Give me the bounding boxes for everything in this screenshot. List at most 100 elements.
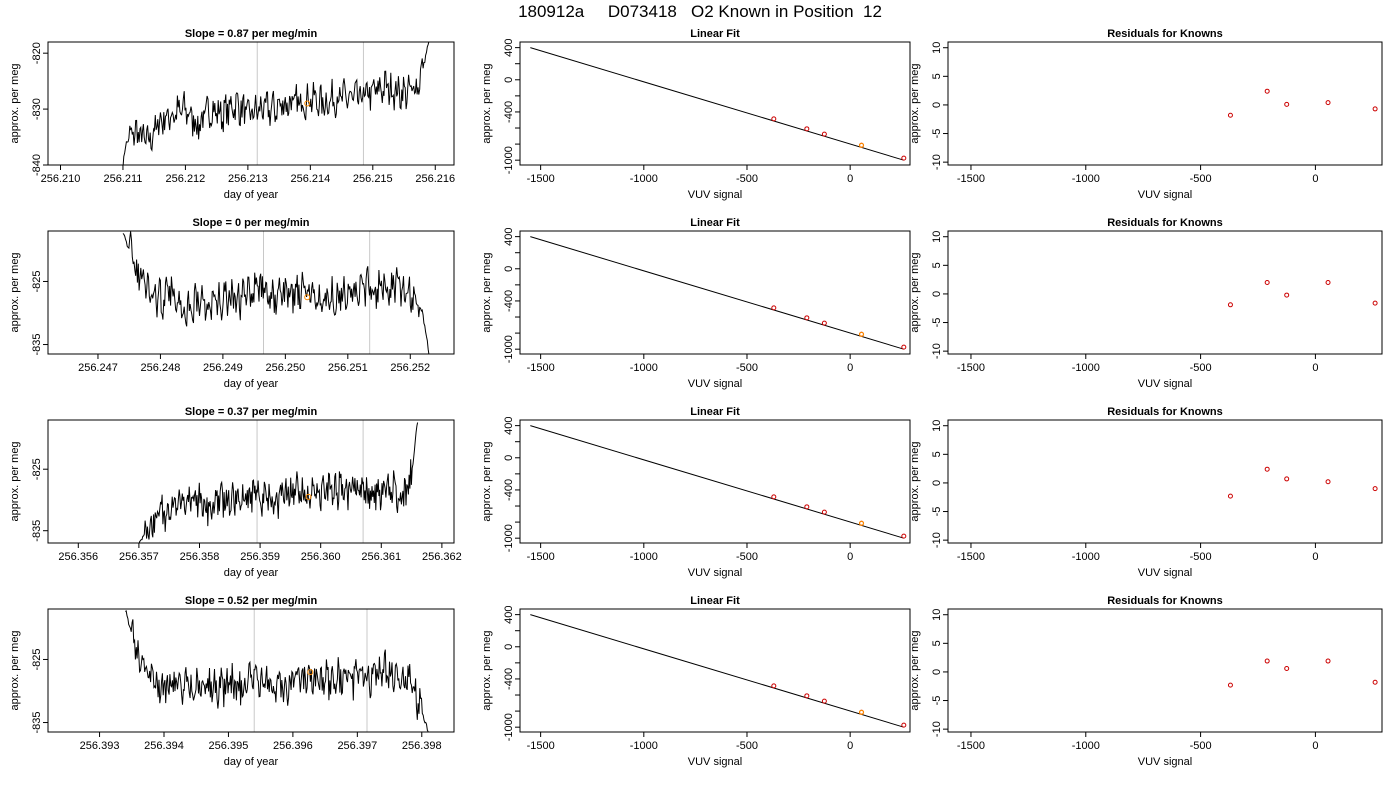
y-tick-label: -1000: [503, 713, 515, 741]
x-tick-label: -500: [1190, 551, 1212, 563]
panel-residuals-3: Residuals for Knowns -1500 -1000 -500 0 10 5 0 -…: [909, 595, 1383, 768]
x-tick-label: -1500: [957, 362, 985, 374]
plot-area: [122, 231, 430, 354]
x-tick-label: 256.251: [328, 362, 368, 374]
x-axis-label: VUV signal: [1138, 378, 1192, 390]
panel-timeseries-2: Slope = 0.37 per meg/min 256.356 256.357 25…: [9, 406, 462, 579]
panel-title: Slope = 0.37 per meg/min: [185, 406, 318, 418]
x-tick-label: 256.362: [422, 551, 462, 563]
plot-area: [1227, 279, 1378, 308]
y-axis-label: approx. per meg: [481, 63, 493, 143]
x-tick-label: 256.249: [203, 362, 243, 374]
y-tick-label: 5: [931, 451, 943, 457]
y-tick-label: 10: [931, 420, 943, 432]
y-tick-label: -1000: [503, 146, 515, 174]
residual-point: [1284, 476, 1290, 482]
plot-area: [138, 420, 419, 543]
x-tick-label: 256.393: [80, 740, 120, 752]
y-axis-label: approx. per meg: [9, 252, 21, 332]
panel-title: Residuals for Knowns: [1107, 595, 1223, 607]
plot-area: [1227, 88, 1378, 118]
panel-title: Residuals for Knowns: [1107, 28, 1223, 40]
known-marker: [858, 142, 865, 148]
residual-point: [1284, 292, 1290, 298]
y-axis-label: approx. per meg: [481, 630, 493, 710]
x-axis-label: VUV signal: [688, 756, 742, 768]
panel-residuals-2: Residuals for Knowns -1500 -1000 -500 0 10 5 0 -…: [909, 406, 1383, 579]
data-point: [901, 533, 907, 539]
fit-line: [530, 236, 904, 350]
y-axis-label: approx. per meg: [481, 441, 493, 521]
x-tick-label: 256.247: [78, 362, 118, 374]
residual-point: [1227, 493, 1233, 499]
x-axis-label: VUV signal: [1138, 189, 1192, 201]
data-point: [901, 344, 907, 350]
y-axis-label: approx. per meg: [909, 630, 921, 710]
panel-title: Linear Fit: [690, 28, 740, 40]
plot-frame: [947, 419, 1383, 544]
residual-point: [1264, 279, 1270, 285]
residual-point: [1227, 682, 1233, 688]
panel-title: Linear Fit: [690, 406, 740, 418]
x-tick-label: 0: [847, 740, 853, 752]
residual-point: [1372, 486, 1378, 492]
data-point: [771, 494, 777, 500]
x-tick-label: 256.252: [390, 362, 430, 374]
plot-area: [530, 614, 907, 728]
y-tick-label: 0: [931, 102, 943, 108]
x-axis-label: VUV signal: [688, 189, 742, 201]
data-point: [821, 131, 827, 137]
y-axis-label: approx. per meg: [9, 63, 21, 143]
plot-area: [122, 42, 430, 165]
panel-title: Slope = 0.52 per meg/min: [185, 595, 318, 607]
residual-point: [1325, 658, 1331, 664]
y-tick-label: -10: [931, 154, 943, 170]
data-point: [821, 698, 827, 704]
y-tick-label: -5: [931, 129, 943, 139]
residual-point: [1325, 279, 1331, 285]
known-marker: [307, 669, 314, 676]
y-tick-label: 10: [931, 609, 943, 621]
x-tick-label: -500: [1190, 362, 1212, 374]
x-tick-label: 256.250: [265, 362, 305, 374]
panel-title: Linear Fit: [690, 595, 740, 607]
y-tick-label: -825: [31, 458, 43, 480]
y-tick-label: 400: [503, 38, 515, 56]
x-tick-label: -1000: [630, 362, 658, 374]
x-tick-label: -1000: [1072, 551, 1100, 563]
y-tick-label: -10: [931, 532, 943, 548]
x-tick-label: -1000: [1072, 173, 1100, 185]
y-axis-label: approx. per meg: [9, 630, 21, 710]
x-tick-label: 256.211: [103, 173, 142, 185]
x-axis-label: VUV signal: [1138, 756, 1192, 768]
x-tick-label: 256.213: [228, 173, 268, 185]
residual-point: [1325, 479, 1331, 485]
x-tick-label: -500: [736, 740, 758, 752]
y-tick-label: 0: [503, 644, 515, 650]
y-tick-label: 10: [931, 231, 943, 243]
plot-area: [530, 47, 907, 161]
panel-linear-fit-2: Linear Fit -1500 -1000 -500 0 400 0 -400 -1000 VU…: [481, 406, 911, 579]
x-tick-label: 256.360: [301, 551, 341, 563]
y-tick-label: 0: [931, 480, 943, 486]
residual-point: [1227, 112, 1233, 118]
y-tick-label: -400: [503, 101, 515, 123]
data-point: [804, 693, 810, 699]
x-axis-label: day of year: [224, 378, 279, 390]
data-point: [771, 116, 777, 122]
residual-point: [1372, 300, 1378, 306]
x-tick-label: 256.397: [337, 740, 377, 752]
known-marker: [305, 493, 312, 500]
x-tick-label: -1500: [957, 173, 985, 185]
x-tick-label: -1500: [957, 740, 985, 752]
data-point: [804, 315, 810, 321]
panel-timeseries-1: Slope = 0 per meg/min 256.247 256.248 256.2…: [9, 217, 455, 390]
x-tick-label: 256.356: [58, 551, 98, 563]
series-line: [122, 42, 430, 165]
x-tick-label: -1000: [630, 740, 658, 752]
data-point: [804, 126, 810, 132]
panel-linear-fit-0: Linear Fit -1500 -1000 -500 0 400 0 -400 -1000 VU…: [481, 28, 911, 201]
plot-area: [125, 609, 429, 732]
y-tick-label: -825: [31, 648, 43, 670]
